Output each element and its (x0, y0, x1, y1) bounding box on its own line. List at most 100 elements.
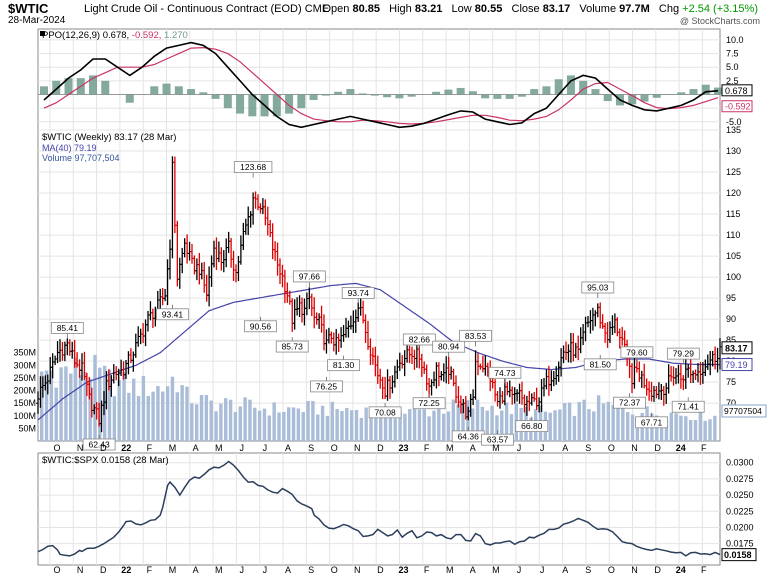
ppo-histogram-bar (517, 94, 526, 97)
volume-bar (349, 410, 354, 441)
volume-tick-label: 100M (13, 411, 36, 421)
x-tick-label: A (193, 443, 199, 453)
volume-bar (267, 415, 272, 441)
ppo-value-tag (721, 84, 753, 97)
annotation-box (244, 320, 277, 333)
annotation-label: 72.37 (619, 398, 641, 408)
change-value: +2.54 (+3.15%) (682, 3, 758, 15)
volume-bar (253, 407, 257, 441)
x-tick-label: N (631, 443, 638, 453)
ma-legend: MA(40) 79.19 (42, 143, 97, 153)
x-tick-label: N (354, 443, 361, 453)
annotation-label: 70.08 (374, 407, 396, 417)
ppo-histogram-bar (346, 89, 355, 95)
volume-bar (437, 407, 441, 441)
x-tick-label: S (308, 443, 314, 453)
volume-bar (480, 406, 485, 441)
ppo-histogram-bar (297, 94, 306, 109)
ppo-histogram-bar (628, 94, 637, 105)
volume-bar (577, 402, 581, 441)
ppo-histogram-bar (64, 78, 73, 95)
volume-bar (286, 407, 291, 441)
volume-bar (93, 354, 97, 441)
x-tick-label-bottom: F (424, 565, 430, 574)
ppo-legend: PPO(12,26,9) 0.678, -0.592, 1.270 (42, 30, 188, 41)
volume-bar (320, 405, 325, 441)
volume-bar (228, 399, 233, 441)
x-tick-label: M (492, 443, 500, 453)
x-tick-label-bottom: M (492, 565, 500, 574)
volume-bar (64, 366, 68, 441)
volume-bar (572, 415, 577, 441)
volume-bar (713, 415, 717, 441)
volume-bar (703, 420, 707, 441)
x-tick-label-bottom: J (540, 565, 545, 574)
volume-bar (456, 404, 460, 441)
volume-bar (49, 370, 54, 441)
ppo-histogram-bar (150, 86, 159, 95)
volume-bar (301, 411, 305, 441)
ticker-symbol: $WTIC (8, 1, 49, 16)
ppo-histogram-bar (309, 94, 318, 100)
close-value: 83.17 (542, 3, 571, 15)
x-tick-label: A (562, 443, 568, 453)
annotation-box (515, 420, 549, 433)
annotation-label: 93.41 (162, 309, 184, 319)
annotation-box (620, 346, 654, 359)
ppo-tick-label: 7.5 (726, 49, 739, 59)
x-tick-label: F (424, 443, 430, 453)
x-tick-label-bottom: 23 (398, 565, 408, 574)
x-tick-label-bottom: J (517, 565, 522, 574)
volume-bar (44, 370, 49, 441)
ppo-histogram-bar (285, 94, 294, 114)
x-tick-label: J (263, 443, 268, 453)
ppo-histogram-bar (321, 94, 330, 96)
ppo-histogram-bar (272, 94, 281, 117)
low-label: Low (451, 3, 472, 15)
annotation-box (481, 433, 514, 446)
volume-bar (684, 416, 688, 441)
ratio-tick-label: 0.0250 (726, 490, 754, 500)
volume-bar (224, 398, 228, 441)
ppo-histogram-bar (432, 91, 441, 95)
ppo-tick-label: 2.5 (726, 76, 739, 86)
ppo-histogram-bar (370, 94, 379, 96)
ratio-legend: $WTIC:$SPX 0.0158 (28 Mar) (42, 455, 169, 466)
ppo-histogram-bar (248, 94, 257, 117)
annotation-label: 85.41 (57, 323, 79, 333)
volume-label: Volume (579, 3, 617, 15)
ppo-histogram-bar (358, 93, 367, 95)
volume-tick-label: 150M (13, 398, 36, 408)
volume-bar (335, 408, 339, 441)
volume-bar (417, 409, 422, 441)
x-tick-label: 22 (121, 443, 131, 453)
x-tick-label: D (654, 443, 661, 453)
ppo-histogram-bar (689, 89, 698, 95)
ratio-tick-label: 0.0200 (726, 522, 754, 532)
ppo-histogram-bar (187, 89, 196, 95)
volume-bar (596, 395, 601, 441)
low-value: 80.55 (474, 3, 503, 15)
volume-bar (40, 371, 44, 441)
ppo-histogram-bar (383, 94, 392, 98)
annotation-box (583, 358, 617, 371)
annotation-box (156, 308, 189, 321)
volume-bar (398, 411, 402, 441)
annotation-box (50, 322, 84, 334)
volume-bar (190, 403, 194, 441)
ppo-histogram-bar (566, 75, 575, 95)
volume-bar (412, 407, 417, 441)
contract-title: Light Crude Oil - Continuous Contract (E… (84, 3, 302, 15)
volume-bar (441, 413, 446, 441)
x-axis-labels: O O N N D D 22 22 F F M M A A M M J J J J A A S S O O N N D D 23 23 F F M M… (53, 443, 707, 574)
volume-bar (369, 414, 373, 441)
volume-bar (306, 400, 310, 441)
annotation-box (327, 359, 360, 372)
volume-bar (403, 413, 407, 441)
x-tick-label: M (446, 443, 454, 453)
annotation-box (488, 366, 522, 379)
ppo-histogram-bar (456, 87, 465, 95)
annotation-box (671, 400, 705, 413)
x-tick-label-bottom: 22 (121, 565, 131, 574)
volume-bar (282, 411, 286, 441)
